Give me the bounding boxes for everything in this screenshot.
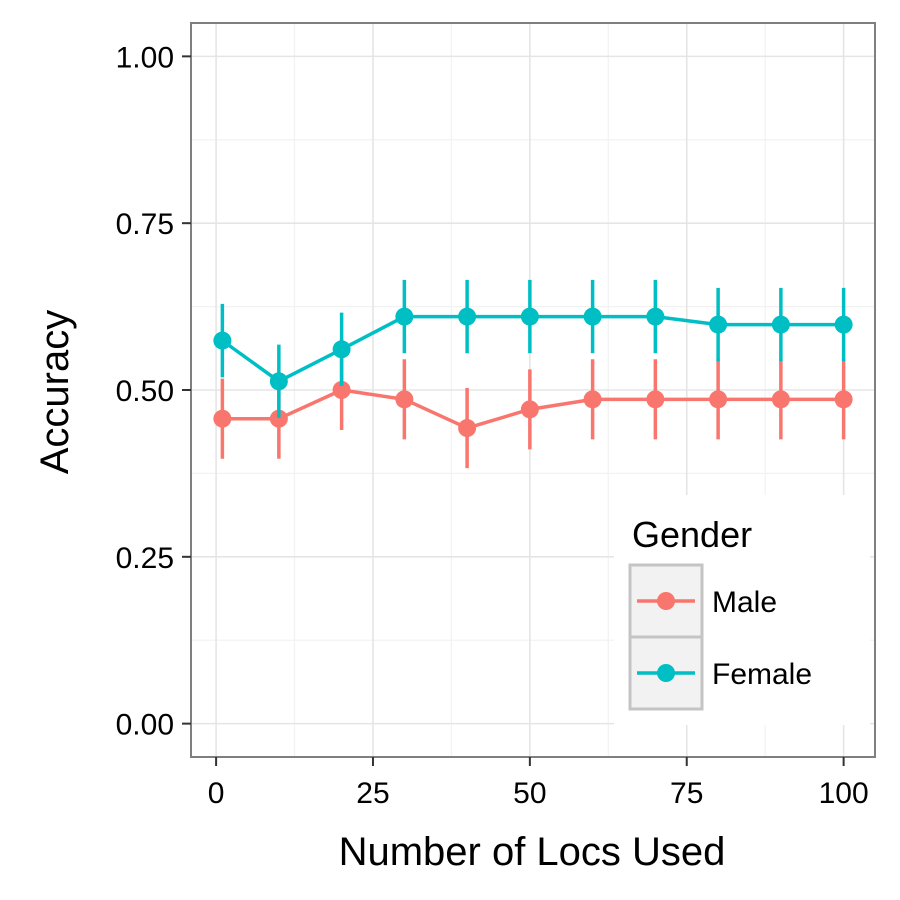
data-point [520, 400, 539, 419]
y-tick-label: 0.25 [116, 542, 174, 575]
legend-label-female: Female [712, 658, 812, 691]
data-point [834, 315, 853, 334]
legend-title: Gender [632, 514, 752, 555]
series-female [213, 279, 853, 419]
data-point [771, 315, 790, 334]
data-point [709, 390, 728, 409]
data-point [834, 390, 853, 409]
x-tick-label: 50 [513, 777, 546, 810]
y-tick-label: 1.00 [116, 41, 174, 74]
x-tick-label: 75 [670, 777, 703, 810]
y-tick-label: 0.00 [116, 709, 174, 742]
data-point [646, 390, 665, 409]
data-point [771, 390, 790, 409]
data-point [646, 307, 665, 326]
data-point [269, 372, 288, 391]
data-point [395, 307, 414, 326]
legend: Gender Male Female [614, 495, 870, 725]
legend-key-point [657, 592, 675, 610]
data-point [583, 390, 602, 409]
data-point [269, 409, 288, 428]
data-point [709, 315, 728, 334]
y-axis-title: Accuracy [33, 310, 77, 475]
data-point [458, 307, 477, 326]
x-axis-title: Number of Locs Used [339, 830, 726, 874]
series-male [213, 349, 853, 469]
y-tick-label: 0.75 [116, 208, 174, 241]
data-point [332, 340, 351, 359]
data-point [395, 390, 414, 409]
legend-key-point [657, 664, 675, 682]
x-tick-label: 0 [208, 777, 225, 810]
data-point [458, 419, 477, 438]
data-point [332, 381, 351, 399]
data-point [213, 331, 232, 350]
y-tick-label: 0.50 [116, 375, 174, 408]
axes: 0 25 50 75 100 0.00 0.25 0.50 0.75 1.00 [116, 41, 869, 810]
data-point [583, 307, 602, 326]
data-point [520, 307, 539, 326]
x-tick-label: 100 [819, 777, 869, 810]
data-marks [213, 279, 853, 469]
legend-label-male: Male [712, 586, 777, 619]
data-point [213, 409, 232, 428]
x-tick-label: 25 [356, 777, 389, 810]
